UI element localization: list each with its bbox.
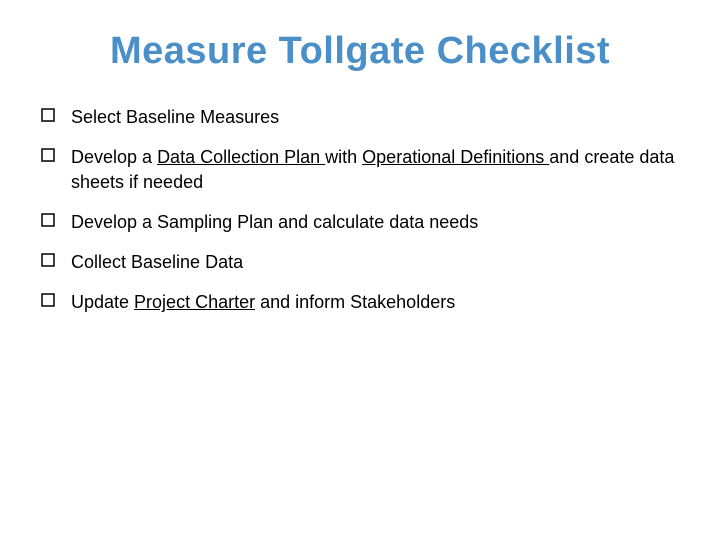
checkbox-icon [41, 213, 55, 227]
checklist-item: Develop a Data Collection Plan with Oper… [35, 145, 685, 194]
checkbox-icon [41, 148, 55, 162]
underlined-text: Data Collection Plan [157, 147, 325, 167]
checklist-item-text: Develop a Sampling Plan and calculate da… [71, 212, 478, 232]
checklist: Select Baseline Measures Develop a Data C… [35, 105, 685, 315]
checklist-item: Develop a Sampling Plan and calculate da… [35, 210, 685, 234]
checklist-item-text: Update Project Charter and inform Stakeh… [71, 292, 455, 312]
underlined-text: Project Charter [134, 292, 255, 312]
checklist-item: Select Baseline Measures [35, 105, 685, 129]
checkbox-icon [41, 253, 55, 267]
text-segment: Develop a [71, 147, 157, 167]
text-segment: and inform Stakeholders [255, 292, 455, 312]
text-segment: Update [71, 292, 134, 312]
page-title: Measure Tollgate Checklist [35, 30, 685, 73]
underlined-text: Operational Definitions [362, 147, 549, 167]
checklist-item-text: Select Baseline Measures [71, 107, 279, 127]
text-segment: Collect Baseline Data [71, 252, 243, 272]
checklist-item-text: Collect Baseline Data [71, 252, 243, 272]
checklist-item-text: Develop a Data Collection Plan with Oper… [71, 147, 674, 191]
checkbox-icon [41, 108, 55, 122]
checkbox-icon [41, 293, 55, 307]
text-segment: Select Baseline Measures [71, 107, 279, 127]
slide-container: Measure Tollgate Checklist Select Baseli… [0, 0, 720, 540]
text-segment: Develop a Sampling Plan and calculate da… [71, 212, 478, 232]
checklist-item: Update Project Charter and inform Stakeh… [35, 290, 685, 314]
checklist-item: Collect Baseline Data [35, 250, 685, 274]
text-segment: with [325, 147, 362, 167]
